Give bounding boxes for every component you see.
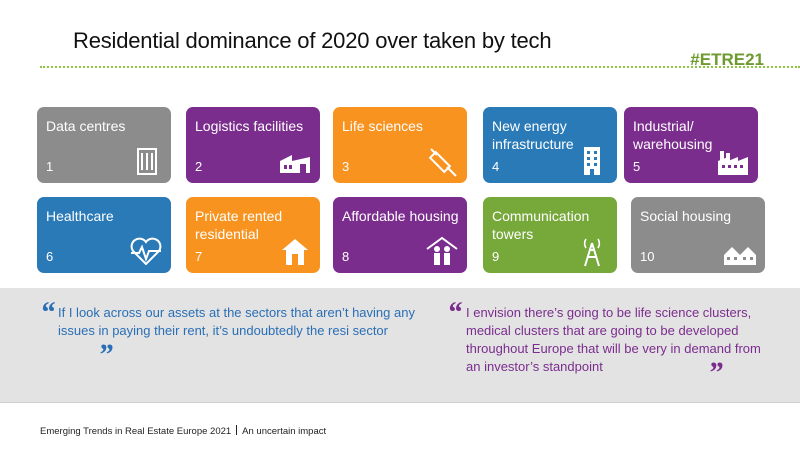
tall-building-icon (575, 145, 609, 177)
factory-icon (716, 145, 750, 177)
sector-label: Life sciences (342, 118, 423, 134)
sector-label: Healthcare (46, 208, 114, 224)
sector-number: 10 (640, 249, 655, 264)
sector-number: 9 (492, 249, 500, 264)
footer-section-title: An uncertain impact (242, 426, 327, 437)
sector-label: Social housing (640, 208, 732, 224)
sector-label: Data centres (46, 118, 126, 134)
quote-left: If I look across our assets at the secto… (58, 305, 415, 338)
sector-number: 5 (633, 159, 641, 174)
warehouse-icon (278, 145, 312, 177)
slide-title: Residential dominance of 2020 over taken… (73, 28, 552, 53)
footer: Emerging Trends in Real Estate Europe 20… (40, 425, 326, 437)
sector-number: 2 (195, 159, 203, 174)
radio-tower-icon (575, 235, 609, 267)
sector-label: Logistics facilities (195, 118, 304, 134)
quote-open-mark: “ (40, 296, 55, 329)
sector-tile: Social housing 10 (631, 197, 765, 273)
quote-right: I envision there’s going to be life scie… (466, 305, 761, 374)
sector-number: 7 (195, 249, 203, 264)
sector-number: 4 (492, 159, 500, 174)
sector-tile: Affordable housing 8 (333, 197, 467, 273)
row-houses-icon (723, 235, 757, 267)
sector-number: 8 (342, 249, 350, 264)
sector-number: 6 (46, 249, 54, 264)
footer-report-title: Emerging Trends in Real Estate Europe 20… (40, 426, 232, 437)
server-rack-icon (129, 145, 163, 177)
footer-separator (236, 425, 238, 435)
syringe-icon (425, 145, 459, 177)
quote-close-mark: ” (708, 356, 723, 389)
sector-tile: Communication towers 9 (483, 197, 617, 273)
sector-tile: Data centres 1 (37, 107, 171, 183)
sector-tile: Healthcare 6 (37, 197, 171, 273)
sector-tile: Industrial/ warehousing 5 (624, 107, 758, 183)
house-icon (278, 235, 312, 267)
hashtag: #ETRE21 (690, 50, 764, 69)
sector-label: Industrial/ warehousing (633, 118, 713, 152)
sector-tile: Logistics facilities 2 (186, 107, 320, 183)
sector-label: Private rented residential (195, 208, 283, 242)
sector-label: Affordable housing (342, 208, 459, 224)
sector-number: 1 (46, 159, 54, 174)
footer-divider (0, 402, 800, 403)
sector-label: Communication towers (492, 208, 590, 242)
family-house-icon (425, 235, 459, 267)
quote-band (0, 288, 800, 402)
sector-label: New energy infrastructure (492, 118, 574, 152)
sector-tile: New energy infrastructure 4 (483, 107, 617, 183)
sector-tile: Private rented residential 7 (186, 197, 320, 273)
sector-tile: Life sciences 3 (333, 107, 467, 183)
quote-close-mark: ” (98, 338, 113, 371)
heartbeat-icon (129, 235, 163, 267)
title-divider (40, 66, 800, 68)
quote-open-mark: “ (447, 296, 462, 329)
sector-number: 3 (342, 159, 350, 174)
